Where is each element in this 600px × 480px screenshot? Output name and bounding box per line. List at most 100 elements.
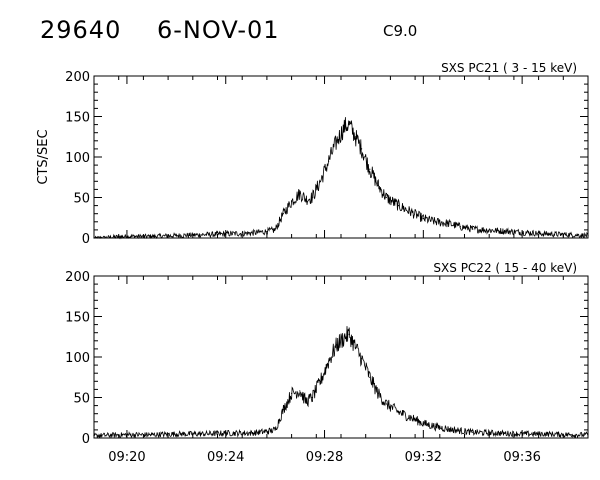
- data-point: [319, 180, 321, 182]
- data-point: [435, 426, 437, 428]
- data-point: [410, 417, 412, 419]
- data-point: [369, 376, 371, 378]
- data-point: [344, 336, 346, 338]
- data-point: [319, 380, 321, 382]
- data-point: [472, 431, 474, 433]
- data-point: [274, 429, 276, 431]
- data-point: [348, 333, 350, 335]
- data-point: [587, 434, 589, 436]
- data-point: [344, 125, 346, 127]
- series-line: [93, 326, 589, 439]
- y-tick-label: 100: [65, 351, 90, 366]
- data-point: [266, 430, 268, 433]
- data-point: [299, 192, 301, 194]
- data-point: [274, 229, 276, 231]
- data-point: [126, 235, 128, 237]
- data-point: [328, 360, 330, 362]
- data-point: [385, 196, 387, 199]
- panel-label: SXS PC22 ( 15 - 40 keV): [433, 261, 577, 275]
- data-point: [496, 230, 498, 232]
- data-point: [305, 401, 307, 403]
- data-point: [175, 235, 177, 237]
- data-point: [249, 432, 251, 434]
- data-point: [447, 428, 449, 430]
- x-tick-label: 09:36: [503, 450, 540, 465]
- y-tick-label: 200: [65, 270, 90, 285]
- data-point: [291, 392, 293, 394]
- data-point: [369, 168, 371, 170]
- x-tick-label: 09:20: [108, 450, 145, 465]
- event-date: 6-NOV-01: [157, 16, 280, 44]
- data-point: [435, 221, 437, 223]
- event-id: 29640: [40, 16, 122, 44]
- data-point: [328, 160, 330, 162]
- data-point: [311, 196, 313, 199]
- data-point: [570, 234, 573, 236]
- y-axis-label: CTS/SEC: [36, 129, 51, 184]
- data-point: [249, 232, 251, 234]
- panel-1: SXS PC21 ( 3 - 15 keV) 0 50 100 150 200 CTS/SE…: [36, 61, 589, 247]
- data-point: [422, 218, 424, 220]
- data-point: [398, 411, 400, 413]
- y-tick-label: 50: [73, 192, 90, 207]
- data-point: [305, 198, 307, 200]
- panel-2: SXS PC22 ( 15 - 40 keV) 0 50 100 150 200 09:20…: [65, 261, 589, 465]
- data-point: [385, 403, 387, 405]
- data-point: [422, 422, 424, 424]
- y-tick-label: 0: [82, 232, 90, 247]
- data-point: [354, 136, 356, 138]
- data-point: [521, 433, 523, 435]
- data-point: [348, 124, 350, 126]
- data-point: [361, 358, 363, 360]
- flare-class: C9.0: [383, 22, 418, 40]
- y-tick-label: 50: [73, 392, 90, 407]
- data-point: [225, 432, 227, 434]
- data-point: [175, 433, 177, 435]
- data-point: [151, 235, 153, 237]
- data-point: [93, 237, 95, 239]
- data-point: [225, 233, 227, 235]
- data-point: [521, 231, 523, 233]
- data-point: [472, 228, 474, 230]
- data-point: [282, 409, 284, 411]
- y-tick-label: 150: [65, 311, 90, 326]
- data-point: [570, 434, 573, 436]
- data-point: [93, 435, 95, 437]
- data-point: [311, 396, 313, 399]
- data-point: [496, 432, 498, 434]
- data-point: [266, 230, 268, 233]
- data-point: [299, 390, 301, 392]
- data-point: [587, 235, 589, 237]
- y-tick-label: 100: [65, 151, 90, 166]
- data-point: [336, 344, 338, 346]
- x-tick-label: 09:28: [306, 450, 343, 465]
- panel-frame: [93, 75, 589, 239]
- data-point: [200, 234, 202, 236]
- data-point: [361, 148, 363, 150]
- data-point: [282, 213, 284, 215]
- data-point: [398, 205, 400, 207]
- series-line: [93, 117, 589, 240]
- panel-frame: [93, 275, 589, 439]
- data-point: [126, 434, 128, 436]
- data-point: [546, 233, 548, 235]
- data-point: [151, 434, 153, 436]
- data-point: [377, 392, 379, 394]
- data-point: [200, 433, 202, 435]
- data-point: [546, 433, 548, 435]
- y-tick-label: 0: [82, 432, 90, 447]
- data-point: [410, 211, 412, 213]
- y-tick-label: 200: [65, 70, 90, 85]
- x-tick-label: 09:32: [405, 450, 442, 465]
- panel-label: SXS PC21 ( 3 - 15 keV): [441, 61, 577, 75]
- data-point: [291, 201, 293, 203]
- data-point: [336, 140, 338, 142]
- data-point: [447, 222, 449, 224]
- data-point: [459, 430, 461, 432]
- x-tick-label: 09:24: [207, 450, 244, 465]
- data-point: [354, 346, 356, 348]
- data-point: [377, 184, 379, 186]
- y-tick-label: 150: [65, 111, 90, 126]
- data-point: [459, 226, 461, 228]
